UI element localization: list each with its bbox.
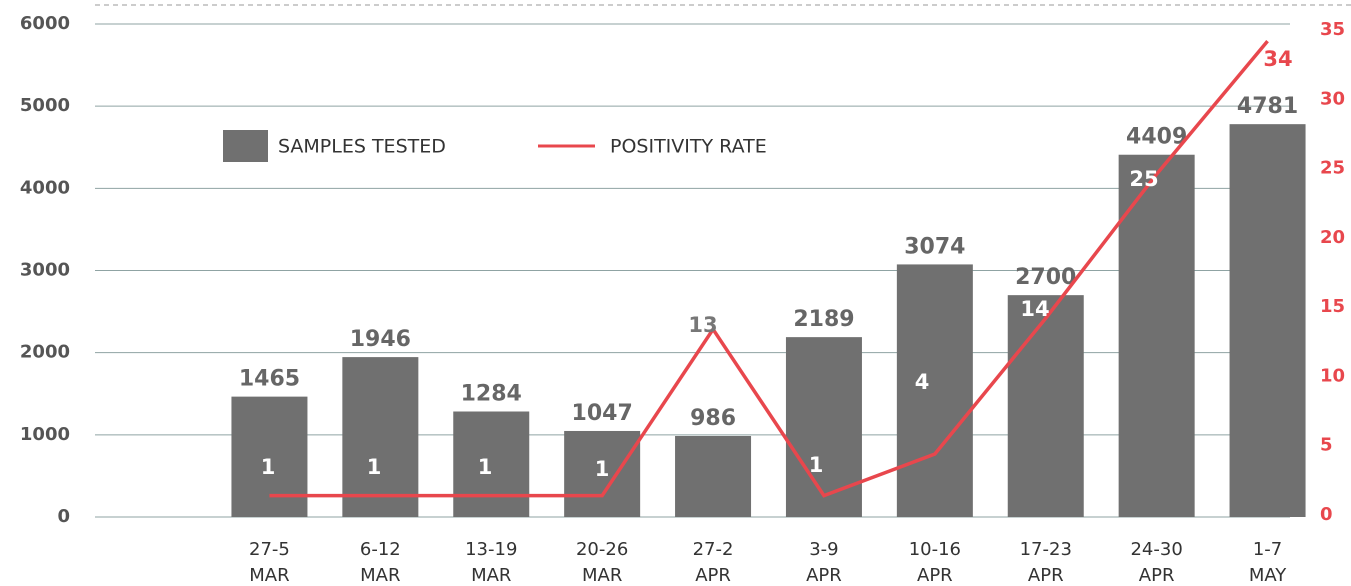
x-tick-label: 27-5 (249, 539, 290, 560)
x-tick-label: 24-30 (1130, 539, 1182, 560)
y-tick-label: 5000 (20, 95, 70, 116)
x-tick-label: APR (806, 565, 842, 586)
line-value-label: 1 (478, 455, 493, 479)
line-value-label: 25 (1129, 167, 1158, 191)
x-tick-label: APR (1139, 565, 1175, 586)
x-tick-label: 17-23 (1020, 539, 1072, 560)
legend-swatch-bar (223, 130, 268, 162)
bar-value-label: 4781 (1237, 94, 1298, 119)
x-tick-label: 6-12 (360, 539, 401, 560)
line (269, 39, 1269, 498)
y-tick-label: 4000 (20, 177, 70, 198)
x-tick-label: 3-9 (809, 539, 838, 560)
bar (675, 435, 752, 517)
y-tick-label: 0 (57, 506, 70, 527)
x-tick-label: 20-26 (576, 539, 628, 560)
x-tick-label: 13-19 (465, 539, 517, 560)
y-tick-label: 3000 (20, 260, 70, 281)
y2-tick-label: 25 (1320, 158, 1345, 179)
y2-tick-label: 20 (1320, 227, 1345, 248)
line-value-label: 1 (595, 457, 610, 481)
bar-value-label: 3074 (904, 234, 965, 259)
x-tick-label: APR (1028, 565, 1064, 586)
y-tick-label: 6000 (20, 13, 70, 34)
bar (1229, 124, 1306, 517)
bar (342, 357, 419, 517)
x-tick-label: MAR (249, 565, 289, 586)
bar-value-label: 1284 (461, 381, 522, 406)
bar-value-label: 1047 (572, 401, 633, 426)
x-tick-label: MAR (360, 565, 400, 586)
line-value-label: 13 (688, 313, 717, 337)
bar-value-label: 1946 (350, 327, 411, 352)
bar (564, 430, 641, 517)
y2-tick-label: 0 (1320, 504, 1333, 525)
bar (896, 264, 973, 517)
y2-tick-label: 10 (1320, 365, 1345, 386)
x-tick-label: MAY (1249, 565, 1287, 586)
bar (453, 411, 530, 517)
x-tick-label: APR (695, 565, 731, 586)
line-value-label: 1 (261, 455, 276, 479)
x-tick-label: 10-16 (909, 539, 961, 560)
bar (785, 337, 862, 517)
y2-tick-label: 5 (1320, 435, 1333, 456)
line-value-label: 1 (809, 453, 824, 477)
bar-value-label: 986 (690, 406, 736, 431)
y-tick-label: 1000 (20, 424, 70, 445)
legend-label: POSITIVITY RATE (610, 136, 767, 158)
x-tick-label: MAR (582, 565, 622, 586)
line-value-label: 1 (367, 455, 382, 479)
bar (1118, 154, 1195, 517)
bar-value-label: 2700 (1015, 265, 1076, 290)
legend-label: SAMPLES TESTED (278, 136, 446, 158)
y2-tick-label: 35 (1320, 19, 1345, 40)
x-tick-label: 27-2 (693, 539, 734, 560)
x-tick-label: APR (917, 565, 953, 586)
bar-value-label: 4409 (1126, 125, 1187, 150)
bar (1007, 295, 1084, 517)
line-value-label: 4 (915, 370, 930, 394)
y2-tick-label: 30 (1320, 88, 1345, 109)
bar-value-label: 1465 (239, 367, 300, 392)
line-value-label: 34 (1263, 47, 1292, 71)
y2-tick-label: 15 (1320, 296, 1345, 317)
bar-value-label: 2189 (793, 307, 854, 332)
line-value-label: 14 (1020, 297, 1049, 321)
x-tick-label: 1-7 (1253, 539, 1282, 560)
y-tick-label: 2000 (20, 342, 70, 363)
x-tick-label: MAR (471, 565, 511, 586)
